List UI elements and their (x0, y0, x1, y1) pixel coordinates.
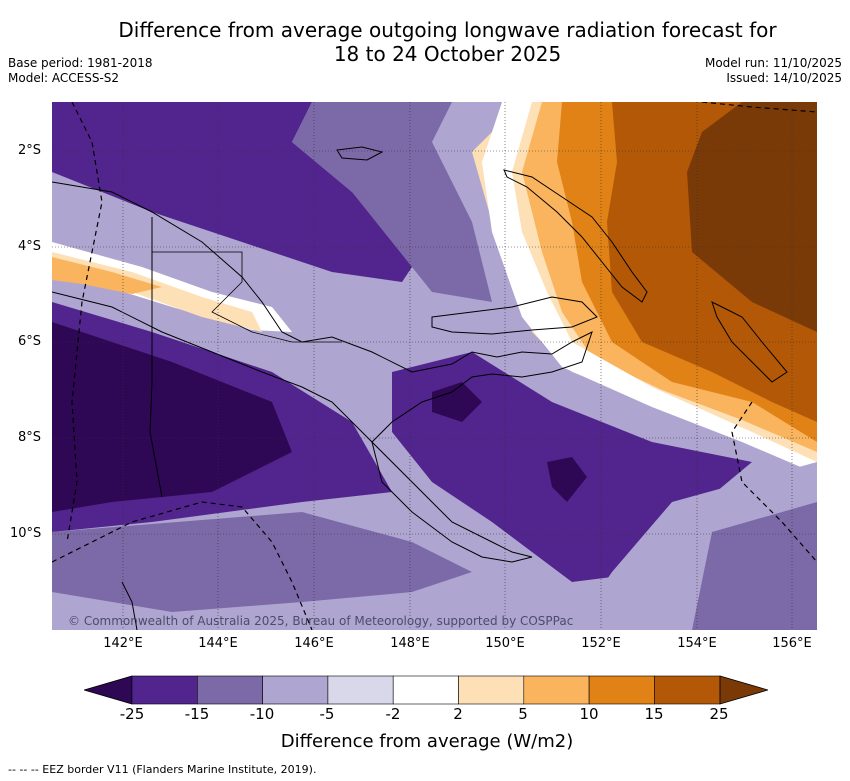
lon-label-142e: 142°E (103, 636, 143, 651)
colorbar-label: -5 (319, 705, 335, 723)
colorbar-title: Difference from average (W/m2) (280, 731, 574, 752)
coastline-se-tail (371, 440, 533, 563)
band-mid-purple-se (692, 502, 817, 630)
copyright-notice: © Commonwealth of Australia 2025, Bureau… (68, 614, 574, 628)
band-white-neutral (482, 102, 817, 474)
eez-border-south (52, 501, 313, 630)
colorbar-cell (458, 675, 525, 705)
colorbar-cell-extend-high (719, 675, 768, 705)
band-darkest-purple-2 (547, 457, 587, 502)
meta-right: Model run: 11/10/2025 Issued: 14/10/2025 (705, 56, 842, 86)
colorbar-cell (262, 675, 329, 705)
colorbar-cell (327, 675, 394, 705)
gridlines (52, 102, 817, 630)
colorbar-label: 10 (579, 705, 599, 723)
coastline-new-ireland (503, 169, 648, 303)
colorbar-cell (588, 675, 655, 705)
chart-title: Difference from average outgoing longwav… (0, 18, 850, 66)
lon-label-154e: 154°E (677, 636, 717, 651)
colorbar-label: -15 (184, 705, 210, 723)
coastline-new-guinea (52, 181, 593, 443)
band-darkest-purple-1 (432, 382, 482, 422)
border-png-indonesia (149, 217, 163, 498)
colorbar (84, 675, 768, 705)
model-run: Model run: 11/10/2025 (704, 56, 842, 70)
lon-label-144e: 144°E (198, 636, 238, 651)
colorbar-cell (197, 675, 263, 705)
coastline-cape-york (121, 581, 138, 630)
band-mid-purple-s (52, 512, 472, 612)
lat-label-2s: 2°S (18, 143, 42, 158)
coastline-manus (336, 146, 384, 161)
colorbar-label: 25 (709, 705, 729, 723)
title-line-1: Difference from average outgoing longwav… (118, 18, 777, 42)
lat-label-6s: 6°S (18, 334, 42, 349)
colorbar-cell (392, 675, 459, 705)
band-darkest-brown (687, 102, 817, 332)
lon-label-152e: 152°E (581, 636, 621, 651)
lon-label-150e: 150°E (485, 636, 525, 651)
eez-legend-note: -- -- -- EEZ border V11 (Flanders Marine… (8, 763, 317, 776)
model-name: Model: ACCESS-S2 (8, 71, 120, 85)
issued-date: Issued: 14/10/2025 (726, 71, 842, 85)
eez-border-west (66, 102, 103, 543)
band-darkest-purple-sw (52, 322, 292, 512)
lat-label-8s: 8°S (18, 430, 42, 445)
colorbar-label: 5 (518, 705, 528, 723)
lon-label-148e: 148°E (390, 636, 430, 651)
title-line-2: 18 to 24 October 2025 (333, 42, 562, 66)
meta-left: Base period: 1981-2018 Model: ACCESS-S2 (8, 56, 153, 86)
colorbar-cell (131, 675, 198, 705)
coastline-bougainville (711, 301, 788, 383)
lat-label-10s: 10°S (10, 526, 42, 541)
eez-border-ne (701, 102, 817, 113)
lat-label-4s: 4°S (18, 239, 42, 254)
colorbar-cell (654, 675, 721, 705)
colorbar-label: -2 (385, 705, 401, 723)
coastline-new-britain (431, 296, 598, 335)
lon-label-156e: 156°E (772, 636, 812, 651)
base-period: Base period: 1981-2018 (8, 56, 153, 70)
colorbar-cell-extend-low (84, 675, 133, 705)
colorbar-label: -25 (119, 705, 145, 723)
band-orange-west (52, 257, 162, 294)
anomaly-map (52, 102, 817, 630)
colorbar-label: 2 (453, 705, 463, 723)
band-dark-purple-nw (52, 102, 422, 282)
colorbar-label: 15 (644, 705, 664, 723)
lon-label-146e: 146°E (294, 636, 334, 651)
colorbar-label: -10 (249, 705, 275, 723)
colorbar-cell (523, 675, 590, 705)
band-mid-purple-n (292, 102, 492, 302)
